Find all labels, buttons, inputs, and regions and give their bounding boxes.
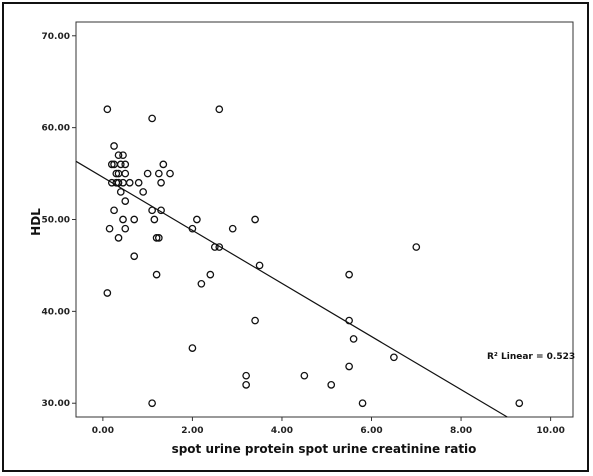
data-point bbox=[255, 261, 264, 270]
data-point bbox=[119, 151, 127, 160]
y-tick-label: 70.00 bbox=[42, 32, 70, 42]
data-point bbox=[159, 160, 168, 169]
data-point bbox=[103, 289, 112, 297]
data-point bbox=[116, 188, 125, 196]
data-point bbox=[242, 371, 250, 380]
data-point bbox=[358, 399, 367, 408]
data-point bbox=[121, 197, 130, 205]
y-tick-label: 50.00 bbox=[42, 216, 70, 226]
data-point bbox=[197, 279, 206, 288]
data-point bbox=[103, 105, 112, 114]
data-points bbox=[103, 105, 524, 408]
data-point bbox=[215, 105, 224, 114]
data-point bbox=[134, 178, 143, 187]
data-point bbox=[107, 160, 116, 169]
data-point bbox=[110, 142, 118, 150]
data-point bbox=[154, 234, 163, 242]
data-point bbox=[121, 169, 130, 178]
data-point bbox=[242, 380, 250, 389]
data-point bbox=[345, 362, 353, 371]
data-point bbox=[143, 169, 152, 178]
data-point bbox=[215, 243, 224, 251]
data-point bbox=[130, 252, 139, 261]
data-point bbox=[114, 234, 123, 242]
data-point bbox=[121, 224, 130, 233]
y-tick-label: 60.00 bbox=[42, 124, 70, 134]
data-point bbox=[515, 399, 524, 408]
y-axis-title: HDL bbox=[29, 208, 43, 236]
regression-line bbox=[75, 160, 508, 418]
x-axis-title: spot urine protein spot urine creatinine… bbox=[172, 442, 477, 456]
data-point bbox=[349, 335, 358, 343]
data-point bbox=[107, 178, 116, 187]
data-point bbox=[114, 151, 123, 160]
x-tick-label: 8.00 bbox=[450, 426, 472, 436]
data-point bbox=[148, 399, 156, 408]
data-point bbox=[148, 114, 156, 123]
data-point bbox=[166, 169, 174, 178]
data-point bbox=[188, 344, 197, 352]
data-point bbox=[121, 160, 130, 169]
data-point bbox=[300, 371, 309, 380]
x-tick-label: 0.00 bbox=[92, 426, 114, 436]
data-point bbox=[110, 206, 118, 215]
x-tick-label: 4.00 bbox=[271, 426, 293, 436]
y-tick-label: 30.00 bbox=[42, 399, 70, 409]
data-point bbox=[105, 224, 114, 233]
data-point bbox=[251, 316, 259, 325]
data-point bbox=[412, 243, 421, 251]
y-axis: 30.00 40.00 50.00 60.00 70.00 bbox=[42, 32, 76, 409]
x-axis: 0.00 2.00 4.00 6.00 8.00 10.00 bbox=[92, 417, 565, 436]
data-point bbox=[157, 178, 165, 187]
data-point bbox=[139, 188, 148, 196]
data-point bbox=[152, 234, 161, 242]
data-point bbox=[345, 270, 353, 279]
plot-area bbox=[75, 21, 574, 418]
data-point bbox=[390, 353, 398, 362]
data-point bbox=[150, 215, 159, 224]
data-point bbox=[152, 270, 161, 279]
data-point bbox=[125, 178, 134, 187]
x-tick-label: 2.00 bbox=[181, 426, 203, 436]
data-point bbox=[116, 160, 125, 169]
data-point bbox=[130, 215, 139, 224]
data-point bbox=[251, 215, 259, 224]
data-point bbox=[228, 224, 237, 233]
y-tick-label: 40.00 bbox=[42, 307, 70, 317]
r-squared-annotation: R² Linear = 0.523 bbox=[487, 352, 575, 362]
data-point bbox=[119, 215, 127, 224]
data-point bbox=[193, 215, 201, 224]
data-point bbox=[206, 270, 215, 279]
data-point bbox=[154, 169, 163, 178]
x-tick-label: 10.00 bbox=[536, 426, 564, 436]
data-point bbox=[112, 169, 121, 178]
data-point bbox=[327, 380, 336, 389]
x-tick-label: 6.00 bbox=[360, 426, 382, 436]
